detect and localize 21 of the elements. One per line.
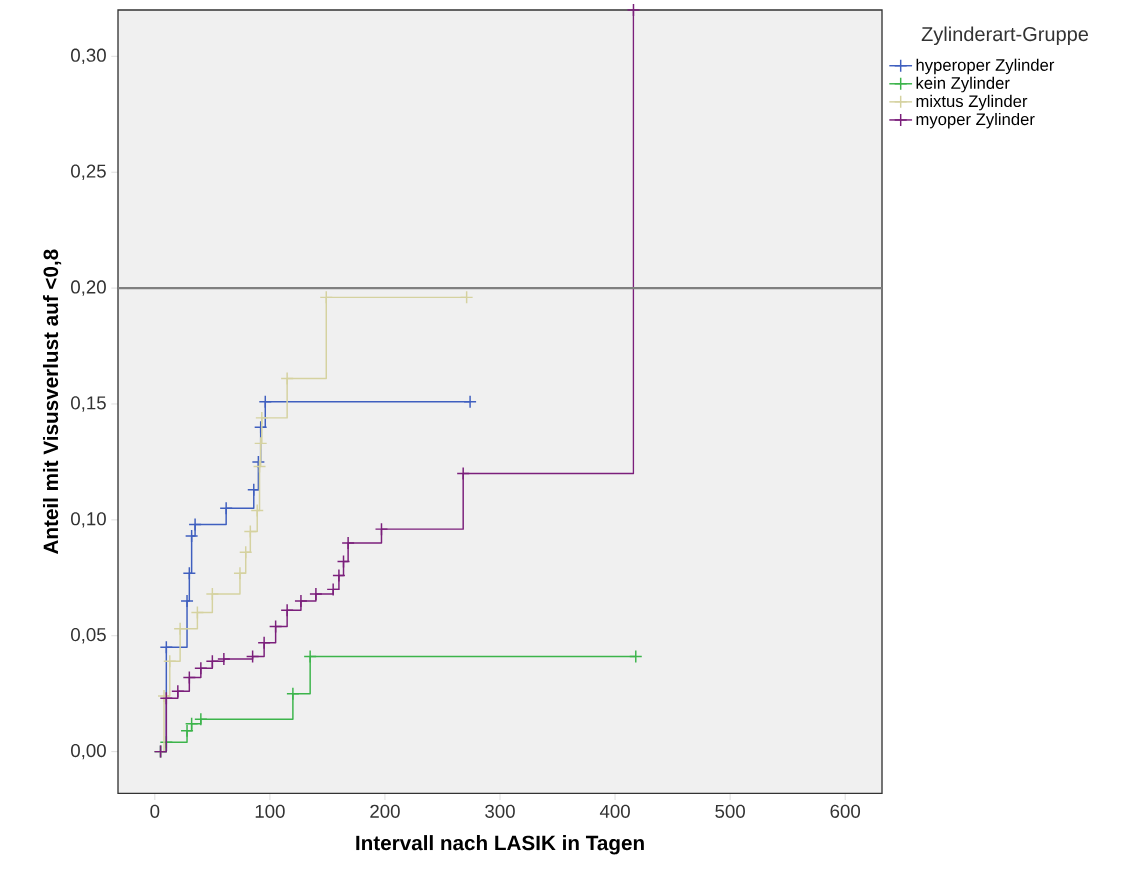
x-tick-label: 400 — [599, 804, 630, 818]
y-tick-label: 0,00 — [71, 743, 106, 760]
y-tick-label: 0,10 — [71, 512, 106, 528]
legend-title: Zylinderart-Gruppe — [921, 26, 1089, 46]
x-tick-label: 200 — [370, 804, 400, 818]
y-tick-label: 0,05 — [71, 628, 106, 644]
x-tick-label: 300 — [485, 804, 515, 818]
y-axis-title: Anteil mit Visusverlust auf <0,8 — [42, 249, 62, 554]
x-tick-label: 500 — [715, 804, 745, 818]
legend-label: hyperoper Zylinder — [916, 58, 1055, 75]
x-tick-label: 600 — [830, 804, 861, 818]
x-tick-label: 100 — [255, 804, 285, 818]
legend-label: kein Zylinder — [916, 76, 1010, 93]
y-tick-label: 0,30 — [71, 48, 106, 65]
x-tick-label: 0 — [150, 804, 160, 818]
legend-label: mixtus Zylinder — [916, 94, 1028, 111]
y-tick-label: 0,15 — [71, 396, 106, 412]
y-tick-label: 0,20 — [71, 280, 106, 296]
legend-label: myoper Zylinder — [916, 112, 1035, 129]
y-tick-label: 0,25 — [71, 164, 106, 180]
x-axis-title: Intervall nach LASIK in Tagen — [356, 835, 644, 855]
